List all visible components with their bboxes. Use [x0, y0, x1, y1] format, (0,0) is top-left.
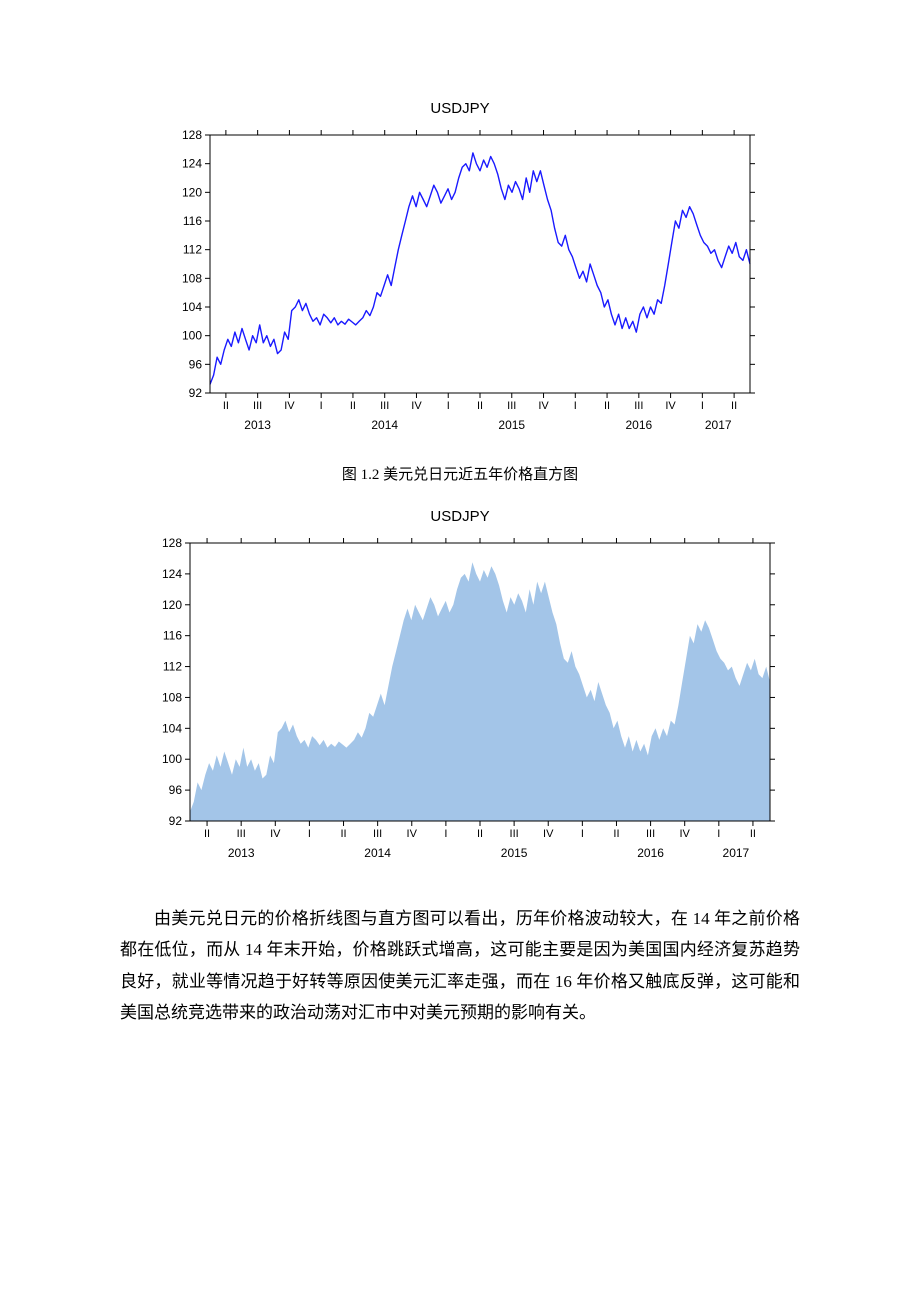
svg-text:2014: 2014	[371, 418, 398, 432]
area-chart: 9296100104108112116120124128IIIIIIVIIIII…	[136, 529, 784, 885]
svg-text:IV: IV	[284, 400, 295, 412]
svg-text:I: I	[574, 400, 577, 412]
svg-text:IV: IV	[680, 828, 691, 840]
svg-text:I: I	[701, 400, 704, 412]
svg-text:116: 116	[183, 214, 202, 228]
svg-text:108: 108	[162, 690, 182, 704]
svg-text:112: 112	[183, 243, 202, 257]
svg-text:2015: 2015	[498, 418, 525, 432]
svg-text:2015: 2015	[501, 846, 528, 860]
svg-text:II: II	[477, 400, 483, 412]
svg-text:I: I	[447, 400, 450, 412]
svg-text:IV: IV	[270, 828, 281, 840]
svg-text:I: I	[581, 828, 584, 840]
svg-text:II: II	[604, 400, 610, 412]
svg-text:II: II	[731, 400, 737, 412]
svg-text:124: 124	[162, 567, 182, 581]
svg-text:III: III	[253, 400, 262, 412]
line-chart: 9296100104108112116120124128IIIIIIVIIIII…	[158, 121, 762, 453]
chart1-title: USDJPY	[430, 100, 489, 117]
svg-text:IV: IV	[543, 828, 554, 840]
paragraph-text: 由美元兑日元的价格折线图与直方图可以看出，历年价格波动较大，在 14 年之前价格…	[120, 903, 800, 1029]
svg-text:92: 92	[169, 814, 183, 828]
area-chart-container: USDJPY 9296100104108112116120124128IIIII…	[120, 508, 800, 885]
svg-text:II: II	[340, 828, 346, 840]
chart2-title: USDJPY	[430, 508, 489, 525]
svg-text:2017: 2017	[723, 846, 750, 860]
svg-text:I: I	[717, 828, 720, 840]
svg-text:III: III	[510, 828, 519, 840]
svg-text:II: II	[477, 828, 483, 840]
svg-text:124: 124	[182, 157, 202, 171]
svg-text:112: 112	[163, 660, 182, 674]
svg-text:108: 108	[182, 271, 202, 285]
svg-text:104: 104	[162, 721, 182, 735]
svg-text:III: III	[507, 400, 516, 412]
svg-text:III: III	[237, 828, 246, 840]
svg-text:116: 116	[163, 629, 182, 643]
svg-text:92: 92	[189, 386, 203, 400]
svg-text:II: II	[204, 828, 210, 840]
svg-text:II: II	[350, 400, 356, 412]
svg-text:II: II	[223, 400, 229, 412]
svg-text:IV: IV	[665, 400, 676, 412]
svg-text:104: 104	[182, 300, 202, 314]
svg-text:I: I	[320, 400, 323, 412]
svg-text:IV: IV	[538, 400, 549, 412]
svg-text:II: II	[613, 828, 619, 840]
svg-text:II: II	[750, 828, 756, 840]
svg-text:2014: 2014	[364, 846, 391, 860]
svg-text:III: III	[634, 400, 643, 412]
svg-text:IV: IV	[407, 828, 418, 840]
analysis-paragraph: 由美元兑日元的价格折线图与直方图可以看出，历年价格波动较大，在 14 年之前价格…	[120, 903, 800, 1029]
svg-text:100: 100	[162, 752, 182, 766]
svg-text:2016: 2016	[637, 846, 664, 860]
svg-text:100: 100	[182, 329, 202, 343]
svg-text:128: 128	[162, 536, 182, 550]
svg-text:2016: 2016	[625, 418, 652, 432]
svg-text:2013: 2013	[244, 418, 271, 432]
svg-text:128: 128	[182, 128, 202, 142]
svg-text:120: 120	[182, 185, 202, 199]
line-chart-container: USDJPY 9296100104108112116120124128IIIII…	[120, 100, 800, 453]
svg-text:I: I	[308, 828, 311, 840]
svg-text:96: 96	[189, 357, 203, 371]
svg-text:96: 96	[169, 783, 183, 797]
svg-text:2017: 2017	[705, 418, 732, 432]
svg-text:IV: IV	[411, 400, 422, 412]
svg-text:I: I	[444, 828, 447, 840]
svg-text:120: 120	[162, 598, 182, 612]
svg-text:III: III	[380, 400, 389, 412]
svg-text:III: III	[646, 828, 655, 840]
svg-text:III: III	[373, 828, 382, 840]
figure-caption: 图 1.2 美元兑日元近五年价格直方图	[120, 463, 800, 484]
svg-text:2013: 2013	[228, 846, 255, 860]
